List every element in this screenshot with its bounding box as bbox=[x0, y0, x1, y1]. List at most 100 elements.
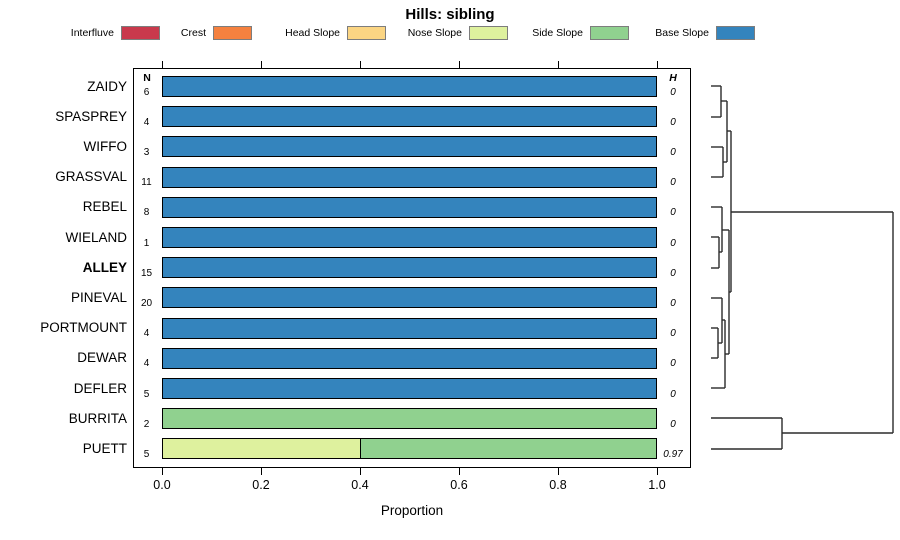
bar bbox=[162, 257, 657, 279]
bar-segment-base-slope bbox=[163, 228, 656, 247]
row-label: PUETT bbox=[82, 440, 127, 456]
legend-label: Base Slope bbox=[655, 27, 709, 39]
x-tick-top bbox=[558, 61, 560, 68]
bar-segment-base-slope bbox=[163, 197, 656, 217]
h-value: 0 bbox=[670, 358, 676, 370]
bar-segment-side-slope bbox=[163, 409, 656, 429]
row-label: PINEVAL bbox=[70, 289, 127, 305]
h-value: 0.97 bbox=[663, 448, 683, 460]
row-label: WIFFO bbox=[83, 138, 128, 154]
bar-segment-base-slope bbox=[163, 288, 656, 308]
legend-item-side-slope: Side Slope bbox=[532, 25, 629, 41]
row-label: GRASSVAL bbox=[55, 169, 127, 185]
bar bbox=[162, 76, 657, 97]
h-value: 0 bbox=[670, 116, 676, 128]
x-tick-bottom bbox=[459, 468, 461, 475]
x-tick-bottom bbox=[261, 468, 263, 475]
bar bbox=[162, 136, 657, 158]
legend-label: Nose Slope bbox=[407, 27, 462, 39]
n-value: 15 bbox=[140, 267, 153, 279]
legend-swatch-crest bbox=[213, 26, 252, 40]
h-value: 0 bbox=[670, 328, 676, 340]
bar bbox=[162, 227, 657, 248]
h-value: 0 bbox=[670, 388, 676, 400]
h-value: 0 bbox=[670, 297, 676, 309]
legend-label: Crest bbox=[180, 27, 206, 39]
bar bbox=[162, 106, 657, 128]
row-label: DEWAR bbox=[77, 350, 127, 366]
row-label: PORTMOUNT bbox=[40, 320, 127, 336]
row-label: REBEL bbox=[82, 199, 127, 215]
bar bbox=[162, 287, 657, 309]
h-column-header: H bbox=[669, 72, 677, 84]
bar bbox=[162, 438, 657, 460]
legend-swatch-side-slope bbox=[590, 26, 629, 40]
bar-segment-base-slope bbox=[163, 137, 656, 157]
n-value: 4 bbox=[143, 358, 150, 370]
h-value: 0 bbox=[670, 267, 676, 279]
row-label: SPASPREY bbox=[55, 108, 127, 124]
row-label: BURRITA bbox=[68, 410, 127, 426]
n-value: 1 bbox=[143, 237, 150, 249]
row-label: DEFLER bbox=[73, 380, 127, 396]
x-tick-top bbox=[459, 61, 461, 68]
x-tick-label: 0.2 bbox=[252, 478, 270, 492]
x-axis-label: Proportion bbox=[380, 503, 444, 518]
n-value: 8 bbox=[143, 207, 150, 219]
x-tick-bottom bbox=[360, 468, 362, 475]
x-tick-top bbox=[360, 61, 362, 68]
legend-swatch-head-slope bbox=[347, 26, 386, 40]
x-tick-bottom bbox=[657, 468, 659, 475]
n-value: 4 bbox=[143, 328, 150, 340]
bar-segment-base-slope bbox=[163, 318, 656, 338]
x-tick-label: 0.0 bbox=[153, 478, 171, 492]
n-value: 5 bbox=[143, 388, 150, 400]
chart-title: Hills: sibling bbox=[405, 6, 495, 23]
row-label: WIELAND bbox=[65, 229, 127, 245]
x-tick-label: 0.8 bbox=[549, 478, 567, 492]
bar bbox=[162, 408, 657, 430]
row-label: ALLEY bbox=[82, 259, 127, 275]
x-tick-bottom bbox=[162, 468, 164, 475]
h-value: 0 bbox=[670, 418, 676, 430]
x-tick-bottom bbox=[558, 468, 560, 475]
x-tick-top bbox=[657, 61, 659, 68]
bar-segment-base-slope bbox=[163, 107, 656, 127]
bar bbox=[162, 347, 657, 369]
n-value: 2 bbox=[143, 418, 150, 430]
n-value: 11 bbox=[141, 177, 152, 189]
plot-box bbox=[133, 68, 691, 468]
n-column-header: N bbox=[143, 72, 151, 84]
row-label: ZAIDY bbox=[87, 78, 127, 94]
legend-label: Side Slope bbox=[532, 27, 583, 39]
x-tick-label: 0.6 bbox=[450, 478, 468, 492]
h-value: 0 bbox=[670, 237, 676, 249]
bar-segment-nose-slope bbox=[163, 439, 361, 459]
legend-item-base-slope: Base Slope bbox=[655, 25, 755, 41]
legend-label: Head Slope bbox=[285, 27, 340, 39]
n-value: 4 bbox=[143, 116, 150, 128]
n-value: 3 bbox=[143, 146, 150, 158]
bar bbox=[162, 166, 657, 188]
x-tick-top bbox=[162, 61, 164, 68]
x-tick-label: 1.0 bbox=[648, 478, 666, 492]
x-tick-label: 0.4 bbox=[351, 478, 369, 492]
x-tick-top bbox=[261, 61, 263, 68]
bar-segment-base-slope bbox=[163, 348, 656, 368]
bar bbox=[162, 196, 657, 218]
legend-swatch-base-slope bbox=[716, 26, 755, 40]
bar bbox=[162, 378, 657, 399]
bar-segment-base-slope bbox=[163, 258, 656, 278]
h-value: 0 bbox=[670, 177, 676, 189]
bar-segment-base-slope bbox=[163, 167, 656, 187]
legend-item-nose-slope: Nose Slope bbox=[408, 25, 508, 41]
legend-label: Interfluve bbox=[70, 27, 114, 39]
legend-item-crest: Crest bbox=[181, 25, 252, 41]
bar bbox=[162, 317, 657, 339]
bar-segment-side-slope bbox=[360, 439, 656, 459]
n-value: 6 bbox=[143, 86, 150, 98]
legend-swatch-interfluve bbox=[121, 26, 160, 40]
n-value: 5 bbox=[143, 448, 150, 460]
